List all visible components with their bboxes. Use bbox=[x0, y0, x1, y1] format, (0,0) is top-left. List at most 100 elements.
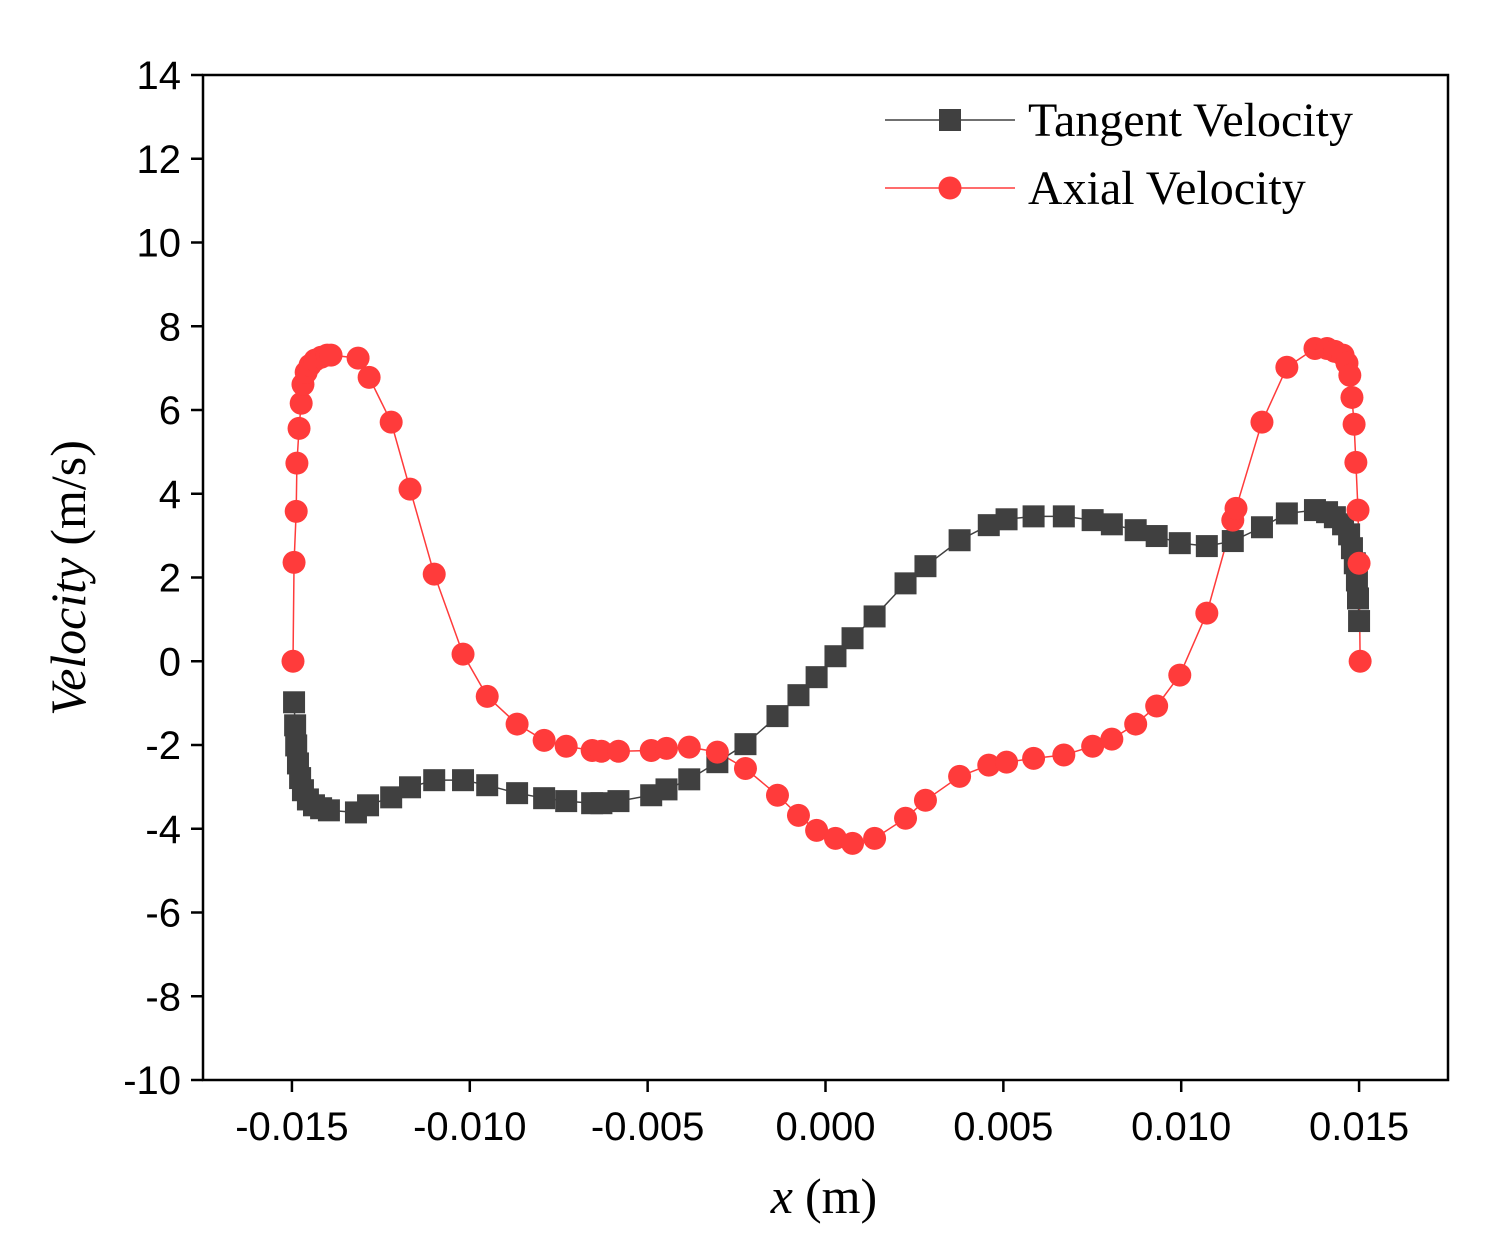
marker bbox=[399, 776, 422, 799]
marker bbox=[1348, 610, 1371, 633]
marker bbox=[346, 346, 370, 370]
x-tick-label: 0.010 bbox=[1131, 1105, 1231, 1149]
x-tick-label: -0.005 bbox=[591, 1105, 704, 1149]
marker bbox=[705, 740, 729, 764]
marker bbox=[1195, 601, 1219, 625]
marker bbox=[654, 736, 678, 760]
marker bbox=[1347, 551, 1371, 575]
y-axis-label: Velocity (m/s) bbox=[40, 440, 96, 716]
marker bbox=[475, 684, 499, 708]
y-tick-label: -8 bbox=[145, 975, 181, 1019]
marker bbox=[422, 562, 446, 586]
y-tick-label: 4 bbox=[159, 473, 181, 517]
y-axis-label-italic: Velocity bbox=[40, 557, 96, 716]
marker bbox=[380, 786, 403, 809]
x-tick-label: -0.015 bbox=[235, 1105, 348, 1149]
y-tick-label: 10 bbox=[137, 222, 182, 266]
marker bbox=[505, 712, 529, 736]
marker bbox=[948, 764, 972, 788]
marker bbox=[317, 799, 340, 822]
marker bbox=[1052, 505, 1075, 528]
marker bbox=[606, 739, 630, 763]
marker bbox=[787, 684, 810, 707]
marker bbox=[285, 451, 309, 475]
marker bbox=[357, 365, 381, 389]
marker bbox=[948, 529, 971, 552]
plot-frame bbox=[201, 73, 1450, 1082]
marker bbox=[938, 176, 962, 200]
marker bbox=[1250, 410, 1274, 434]
marker bbox=[841, 831, 865, 855]
marker bbox=[554, 734, 578, 758]
marker bbox=[786, 803, 810, 827]
marker bbox=[765, 783, 789, 807]
x-axis-label-unit: (m) bbox=[805, 1168, 877, 1224]
marker bbox=[1250, 516, 1273, 539]
marker bbox=[995, 750, 1019, 774]
marker bbox=[285, 734, 308, 757]
marker bbox=[532, 728, 556, 752]
marker bbox=[863, 826, 887, 850]
y-tick-label: 12 bbox=[137, 138, 182, 182]
marker bbox=[1275, 355, 1299, 379]
legend-label: Tangent Velocity bbox=[1028, 94, 1353, 147]
y-tick-label: 8 bbox=[159, 305, 181, 349]
y-tick-label: -10 bbox=[123, 1059, 181, 1103]
legend: Tangent Velocity Axial Velocity bbox=[885, 94, 1353, 215]
marker bbox=[287, 416, 311, 440]
ticks: -10 -8 -6 -4 -2 0 2 4 6 8 10 12 14 -0.015 -0.010 -0.005… bbox=[123, 54, 1409, 1149]
marker bbox=[379, 410, 403, 434]
y-tick-label: 14 bbox=[137, 54, 182, 98]
x-axis-label-italic: x bbox=[770, 1168, 793, 1224]
y-tick-label: 0 bbox=[159, 640, 181, 684]
marker bbox=[357, 794, 380, 817]
marker bbox=[1346, 498, 1370, 522]
marker bbox=[1195, 535, 1218, 558]
marker bbox=[977, 753, 1001, 777]
marker bbox=[677, 735, 701, 759]
marker bbox=[506, 782, 529, 805]
legend-label: Axial Velocity bbox=[1028, 162, 1306, 215]
x-tick-label: 0.005 bbox=[953, 1105, 1053, 1149]
marker bbox=[1344, 450, 1368, 474]
y-tick-label: -2 bbox=[145, 724, 181, 768]
marker bbox=[734, 733, 757, 756]
marker bbox=[281, 649, 305, 673]
marker bbox=[533, 787, 556, 810]
marker bbox=[655, 778, 678, 801]
marker bbox=[590, 792, 613, 815]
marker bbox=[1124, 519, 1147, 542]
marker bbox=[977, 514, 1000, 537]
marker bbox=[319, 343, 343, 367]
marker bbox=[913, 788, 937, 812]
marker bbox=[1345, 569, 1368, 592]
marker bbox=[476, 774, 499, 797]
marker bbox=[1145, 525, 1168, 548]
plot-data bbox=[281, 336, 1372, 855]
marker bbox=[282, 550, 306, 574]
y-tick-label: -6 bbox=[145, 892, 181, 936]
marker bbox=[678, 768, 701, 791]
x-tick-label: -0.010 bbox=[413, 1105, 526, 1149]
y-tick-label: -4 bbox=[145, 808, 181, 852]
y-tick-label: 6 bbox=[159, 389, 181, 433]
marker bbox=[733, 756, 757, 780]
marker bbox=[1052, 743, 1076, 767]
marker bbox=[1342, 412, 1366, 436]
marker bbox=[841, 627, 864, 650]
marker bbox=[284, 714, 307, 737]
marker bbox=[1100, 513, 1123, 536]
marker bbox=[939, 109, 961, 131]
marker bbox=[284, 499, 308, 523]
marker bbox=[894, 572, 917, 595]
marker bbox=[805, 666, 828, 689]
y-tick-label: 2 bbox=[159, 557, 181, 601]
marker bbox=[863, 605, 886, 628]
marker bbox=[1124, 712, 1148, 736]
marker bbox=[1145, 694, 1169, 718]
marker bbox=[1022, 505, 1045, 528]
marker bbox=[1022, 746, 1046, 770]
marker bbox=[1221, 530, 1244, 553]
